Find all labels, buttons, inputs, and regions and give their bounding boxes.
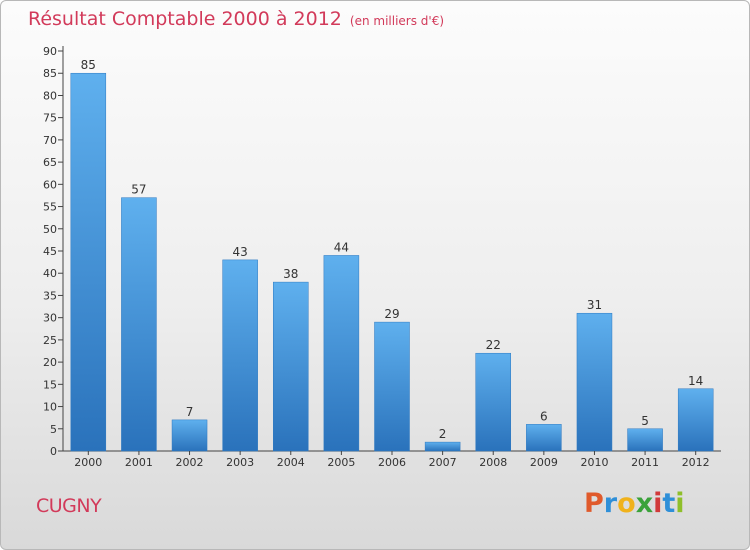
y-tick-label: 15 (43, 378, 57, 391)
y-tick-label: 20 (43, 356, 57, 369)
bar-2006 (374, 321, 410, 452)
y-tick-label: 75 (43, 112, 57, 125)
y-tick-label: 50 (43, 223, 57, 236)
y-tick-label: 55 (43, 201, 57, 214)
bar-2007 (424, 441, 461, 452)
x-tick-label: 2004 (277, 456, 305, 469)
y-tick-label: 0 (50, 445, 57, 458)
y-tick-label: 60 (43, 178, 57, 191)
y-tick-label: 65 (43, 156, 57, 169)
chart-title: Résultat Comptable 2000 à 2012 (en millie… (28, 8, 444, 30)
bar-value-label: 43 (233, 245, 248, 259)
y-tick-label: 10 (43, 401, 57, 414)
x-tick-label: 2000 (74, 456, 102, 469)
logo-letter: t (662, 488, 676, 519)
bar-value-label: 31 (587, 298, 602, 312)
bar-2010 (576, 312, 613, 452)
bar-2002 (171, 419, 208, 452)
bar-2003 (222, 259, 258, 452)
bar-value-label: 22 (486, 338, 501, 352)
logo-letter: i (653, 488, 663, 519)
bar-value-label: 5 (641, 414, 649, 428)
logo-letter: r (603, 488, 618, 519)
bar-2005 (323, 255, 360, 452)
bar-value-label: 29 (384, 307, 399, 321)
logo-letter: o (617, 488, 636, 519)
y-tick-label: 80 (43, 89, 57, 102)
y-tick-label: 85 (43, 67, 57, 80)
logo-letter: P (584, 488, 604, 519)
bar-2001 (121, 197, 157, 452)
x-tick-label: 2012 (682, 456, 710, 469)
bar-2011 (627, 428, 663, 452)
y-tick-label: 30 (43, 312, 57, 325)
bar-2012 (677, 388, 714, 452)
bar-2009 (526, 424, 562, 452)
bar-value-label: 85 (81, 58, 96, 72)
bar-value-label: 14 (688, 374, 703, 388)
x-tick-label: 2010 (580, 456, 608, 469)
commune-name: CUGNY (36, 495, 102, 517)
proxiti-logo: Proxiti (584, 488, 685, 519)
x-tick-label: 2006 (378, 456, 406, 469)
x-tick-label: 2002 (176, 456, 204, 469)
y-tick-label: 90 (43, 45, 57, 58)
x-tick-label: 2008 (479, 456, 507, 469)
chart-subtitle: (en milliers d'€) (349, 14, 445, 28)
x-tick-label: 2001 (125, 456, 153, 469)
y-tick-label: 5 (50, 423, 57, 436)
title-text: Résultat Comptable 2000 à 2012 (28, 8, 342, 30)
bar-value-label: 2 (439, 427, 447, 441)
x-tick-label: 2011 (631, 456, 659, 469)
y-tick-label: 25 (43, 334, 57, 347)
y-tick-label: 35 (43, 289, 57, 302)
x-tick-label: 2007 (429, 456, 457, 469)
bar-2004 (273, 281, 309, 452)
y-tick-label: 45 (43, 245, 57, 258)
x-tick-label: 2009 (530, 456, 558, 469)
bar-2008 (475, 352, 511, 452)
bar-2000 (70, 72, 107, 452)
bar-value-label: 38 (283, 267, 298, 281)
x-tick-label: 2005 (327, 456, 355, 469)
bar-value-label: 44 (334, 240, 349, 254)
bar-value-label: 57 (131, 183, 146, 197)
logo-letter: i (675, 488, 685, 519)
bar-value-label: 6 (540, 409, 548, 423)
y-tick-label: 40 (43, 267, 57, 280)
logo-letter: x (635, 488, 654, 519)
y-tick-label: 70 (43, 134, 57, 147)
bar-value-label: 7 (186, 405, 194, 419)
x-tick-label: 2003 (226, 456, 254, 469)
